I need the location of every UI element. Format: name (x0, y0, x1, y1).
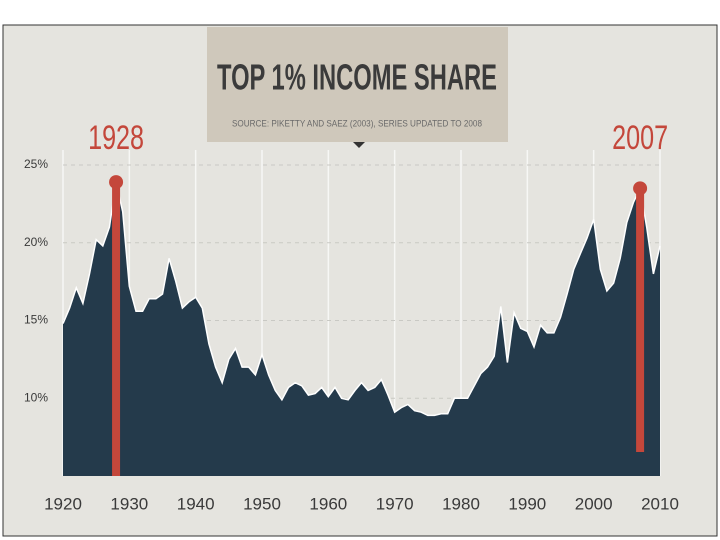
annotation-bar (636, 188, 645, 452)
annotation-label: 2007 (612, 119, 668, 157)
plot (62, 175, 661, 477)
x-tick-label: 1940 (177, 494, 215, 513)
y-tick-label: 20% (24, 235, 48, 249)
x-tick-label: 1950 (243, 494, 281, 513)
y-tick-label: 25% (24, 157, 48, 171)
chart-subtitle: SOURCE: PIKETTY AND SAEZ (2003), SERIES … (232, 118, 482, 128)
x-tick-label: 1970 (376, 494, 414, 513)
title-pointer (353, 142, 365, 148)
chart-title: TOP 1% INCOME SHARE (217, 57, 497, 98)
y-tick-label: 15% (24, 313, 48, 327)
annotation-label: 1928 (88, 119, 144, 157)
annotation-dot (109, 175, 124, 190)
x-tick-label: 1960 (309, 494, 347, 513)
x-tick-label: 1990 (508, 494, 546, 513)
title-box (207, 27, 508, 142)
x-tick-label: 1920 (44, 494, 82, 513)
x-tick-label: 1930 (110, 494, 148, 513)
area (63, 182, 660, 476)
x-tick-label: 2000 (575, 494, 613, 513)
annotation-dot (633, 181, 648, 196)
area-outline (62, 181, 661, 417)
x-tick-label: 1980 (442, 494, 480, 513)
x-tick-label: 2010 (641, 494, 679, 513)
annotation-bar (112, 182, 121, 477)
y-tick-label: 10% (24, 390, 48, 404)
